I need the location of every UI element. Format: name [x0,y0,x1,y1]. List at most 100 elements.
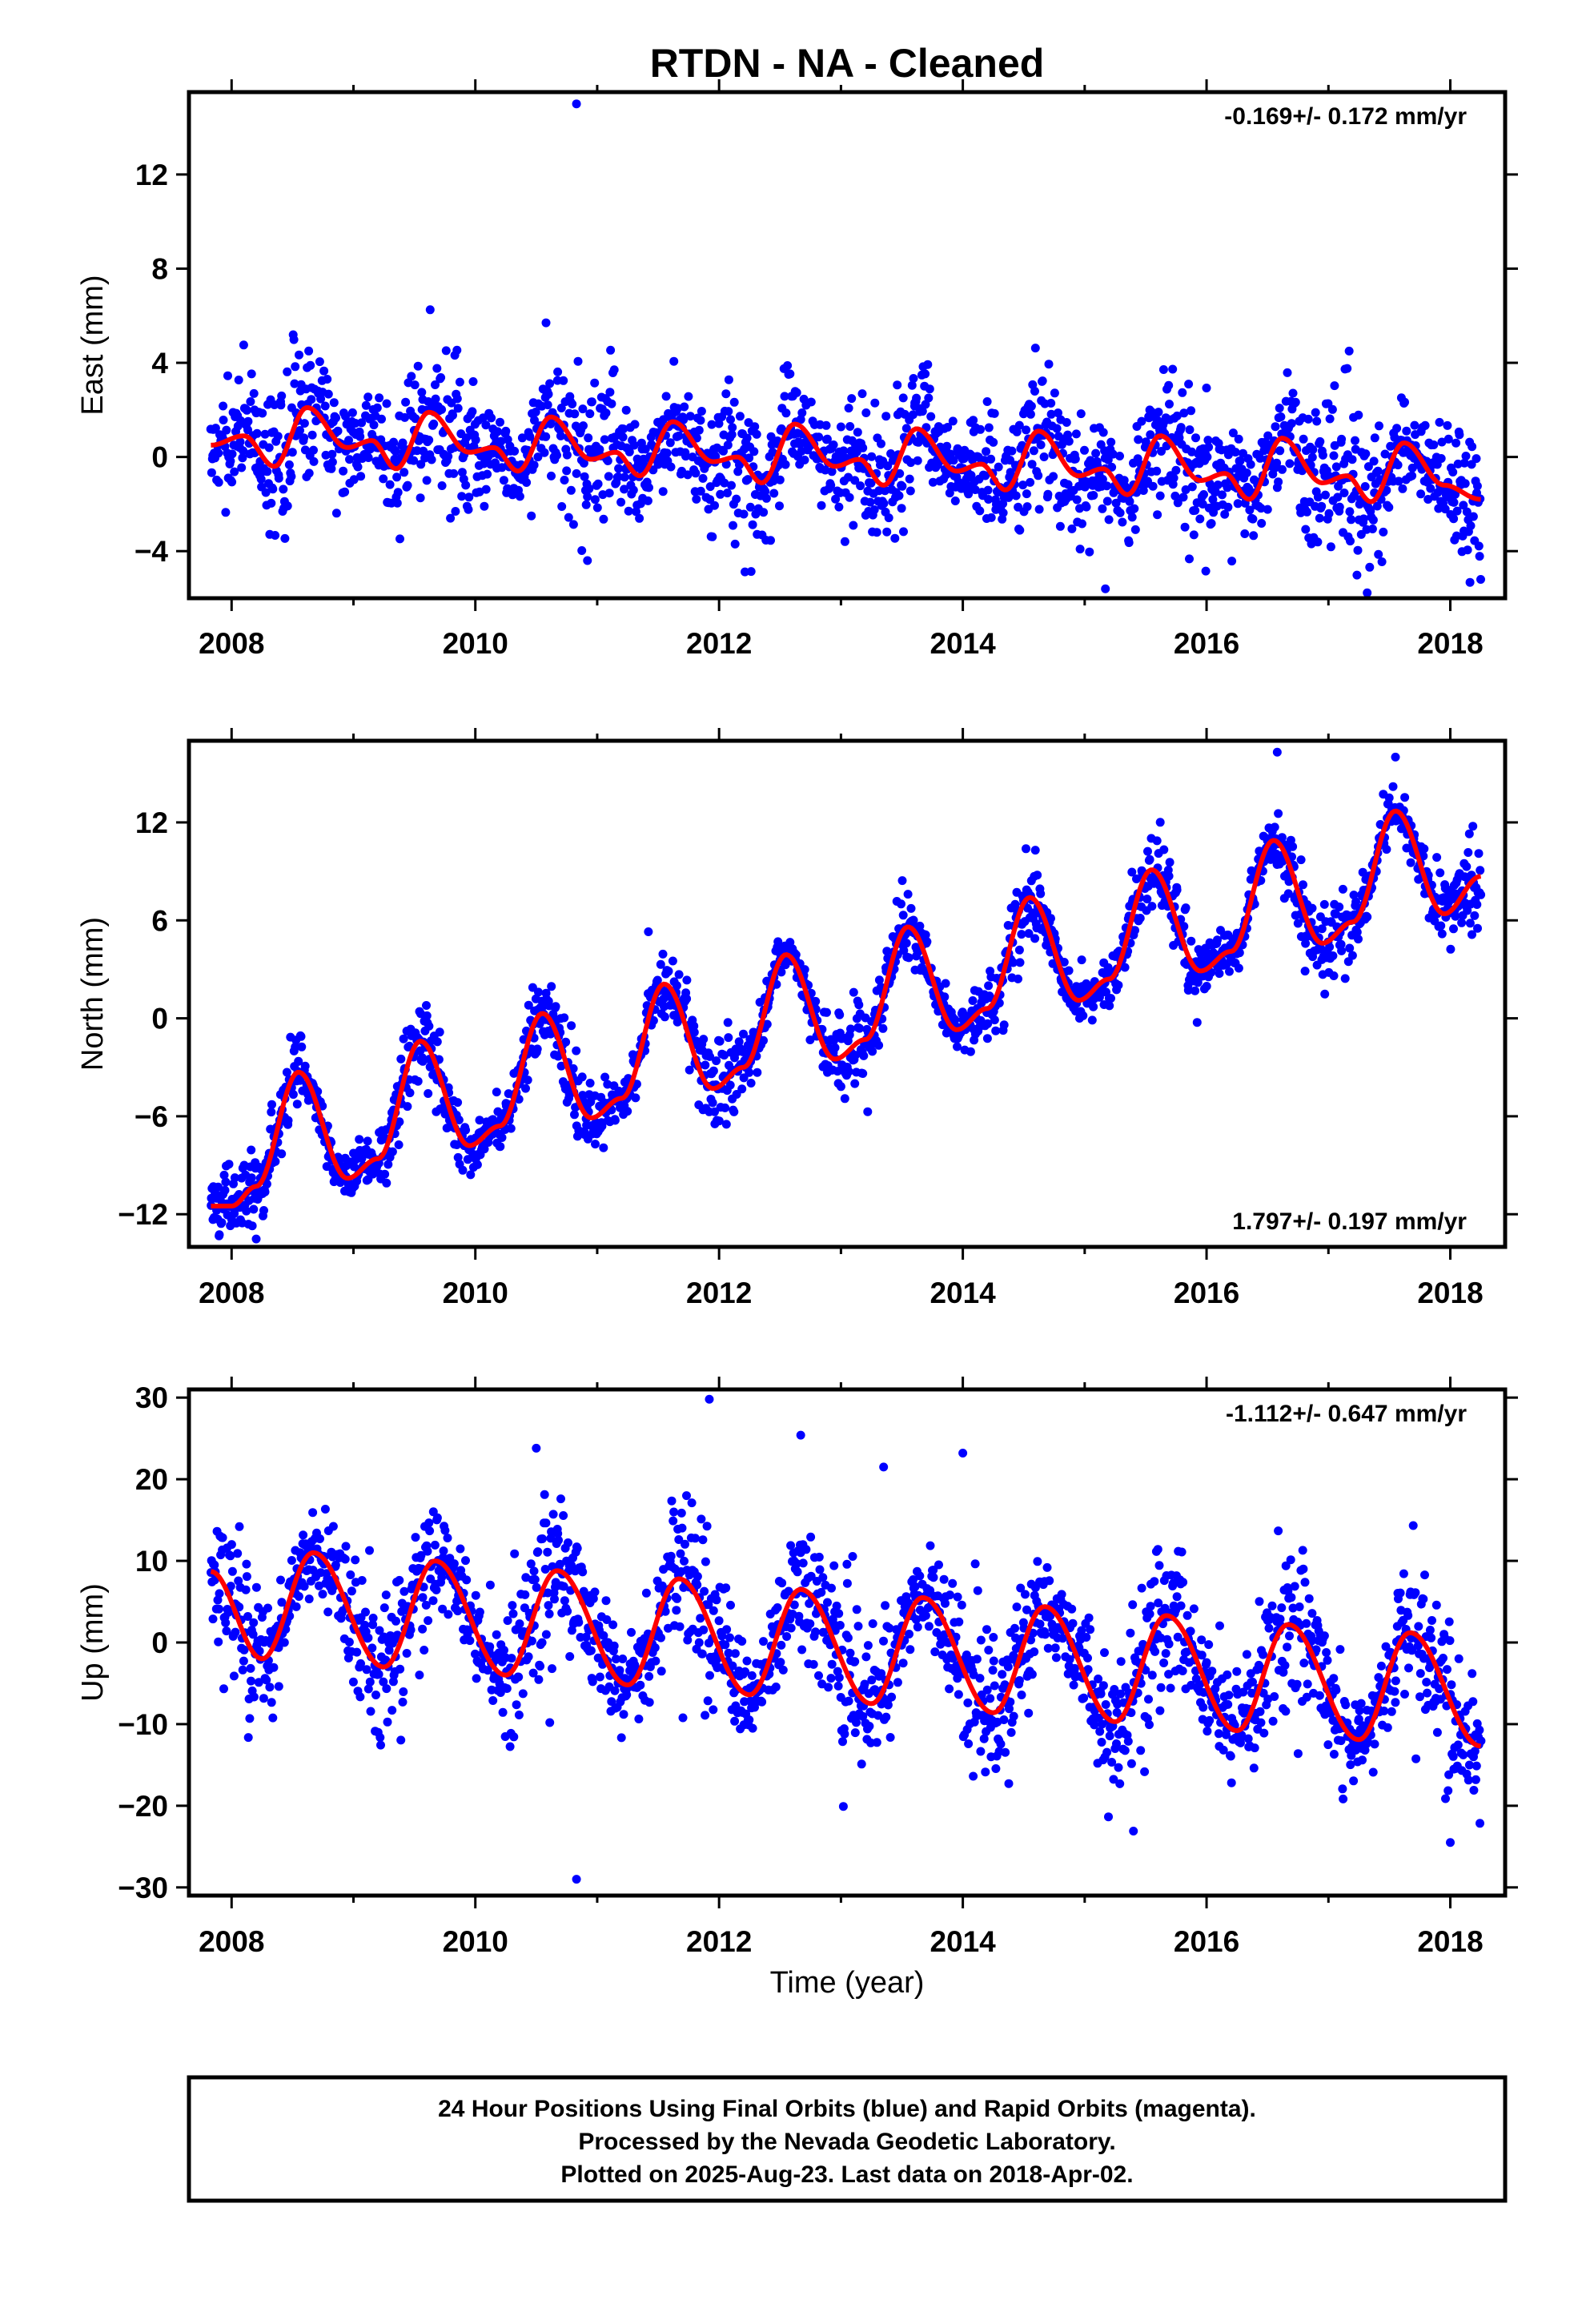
data-point [1274,477,1283,487]
data-point [365,1677,375,1687]
data-point [422,1011,432,1020]
data-point [909,374,918,383]
data-point [881,412,891,421]
data-point [673,1594,682,1603]
data-point [245,1714,255,1723]
data-point [396,1054,406,1063]
data-point [260,429,270,439]
data-point [1178,493,1188,502]
data-point [1235,948,1244,958]
data-point [559,1582,568,1591]
data-point [304,1594,314,1604]
data-point [533,1547,543,1557]
data-point [234,376,243,384]
data-point [532,1044,542,1054]
data-point [579,421,588,431]
data-point [930,1647,940,1657]
data-point [1014,974,1022,983]
data-point [885,1733,895,1742]
data-point [556,1061,566,1071]
data-point [230,467,239,476]
data-point [586,1646,596,1655]
data-point [714,1616,724,1626]
data-point [1352,927,1362,937]
data-point [680,402,689,412]
data-point [697,1649,707,1659]
data-point [452,394,462,404]
data-point [1036,889,1046,899]
data-point [219,1170,229,1180]
data-point [745,502,755,512]
x-tick-label: 2008 [199,1277,264,1309]
data-point [415,1671,424,1680]
data-point [700,1586,709,1596]
data-point [420,1646,429,1655]
data-point [395,1575,404,1585]
data-point [229,1671,239,1681]
data-point [565,1652,575,1661]
data-point [552,451,561,460]
data-point [759,1035,768,1045]
data-point [1320,989,1330,999]
data-point [826,1674,836,1683]
data-point [822,434,832,444]
outlier-point [1272,747,1282,757]
data-point [798,1558,808,1568]
data-point [599,514,608,524]
data-point [323,389,333,399]
data-point [747,1671,757,1680]
data-point [917,407,927,416]
data-point [690,1534,700,1543]
data-point [533,452,543,462]
data-point [800,455,809,464]
data-point [905,474,914,484]
data-point [1287,419,1296,428]
data-point [418,1624,428,1634]
data-point [701,1711,710,1720]
data-point [517,433,527,443]
data-point [446,513,456,523]
data-point [221,1177,231,1187]
data-point [712,1056,721,1066]
data-point [1203,436,1213,445]
data-point [705,1051,715,1061]
data-point [1046,399,1056,408]
data-point [685,412,695,421]
data-point [1435,868,1445,878]
data-point [291,1042,300,1051]
data-point [643,496,652,505]
data-point [1124,538,1134,548]
data-point [252,428,262,438]
data-point [387,1706,397,1715]
data-point [295,426,304,435]
data-point [616,497,626,507]
data-point [443,1534,452,1542]
data-point [590,378,600,388]
data-point [529,1566,539,1576]
data-point [1468,512,1478,521]
data-point [761,493,771,503]
data-point [1363,588,1372,597]
data-point [1029,446,1038,456]
data-point [1014,945,1024,955]
data-point [1462,862,1472,871]
data-point [619,1710,628,1719]
data-point [451,507,460,516]
data-point [1154,408,1163,417]
data-point [1345,943,1355,953]
data-point [233,1248,242,1256]
data-point [660,1012,669,1022]
data-point [1459,501,1468,510]
data-point [424,1518,434,1528]
data-point [518,1689,528,1699]
data-point [1062,418,1071,427]
data-point [595,1672,604,1682]
data-point [1146,430,1155,440]
data-point [720,1051,729,1060]
data-point [327,457,337,467]
data-point [327,449,337,459]
data-point [621,405,631,415]
data-point [745,453,754,463]
data-point [746,567,756,577]
data-point [941,979,950,988]
